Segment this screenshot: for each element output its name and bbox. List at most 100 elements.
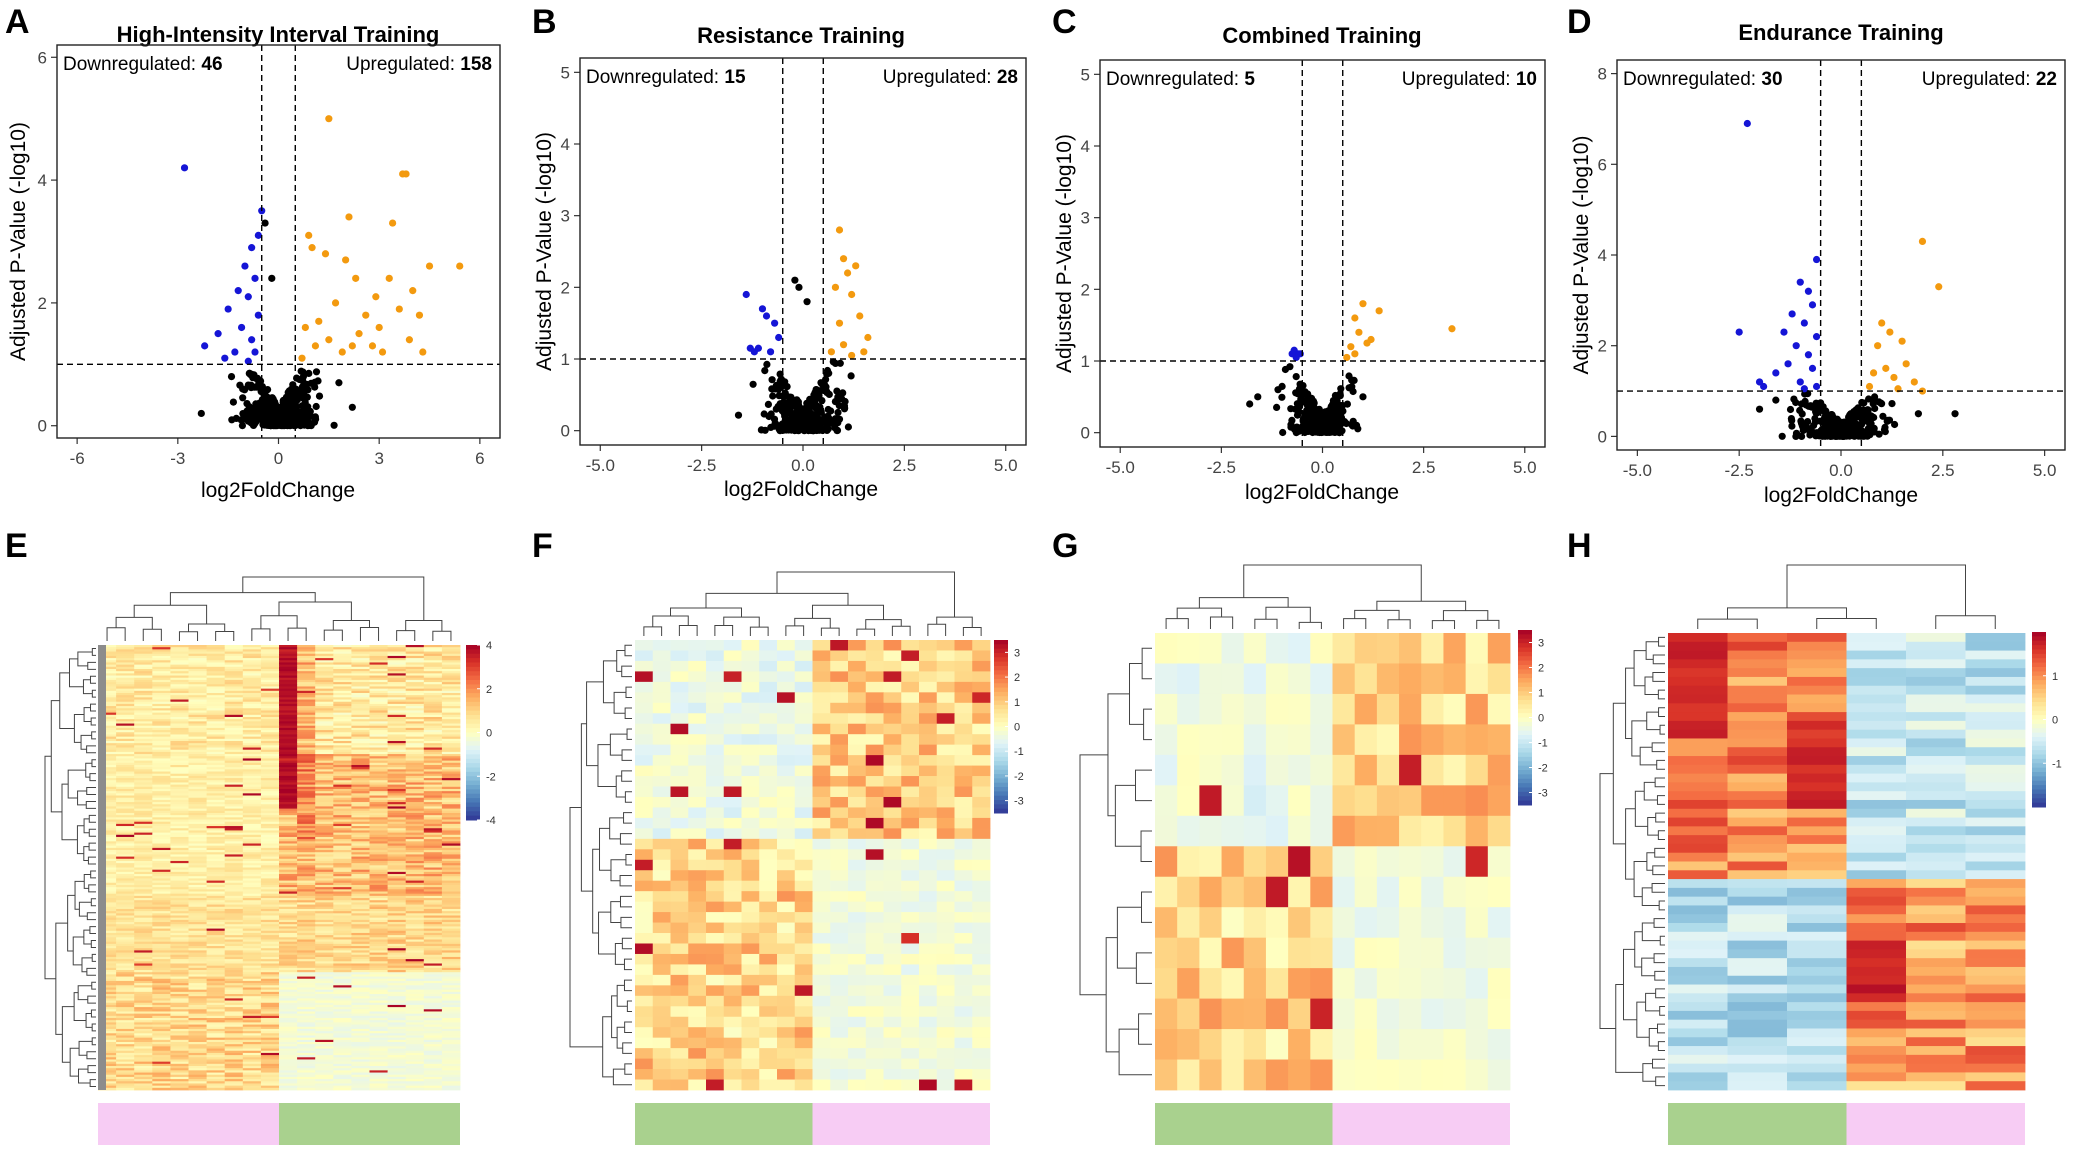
ns-point (787, 420, 796, 428)
downregulated-label: Downregulated: (1106, 69, 1244, 90)
ns-point (1772, 396, 1780, 404)
y-tick-label: 0 (38, 417, 47, 436)
upregulated-point (1359, 300, 1367, 308)
ns-point (827, 407, 835, 415)
ns-point (811, 398, 819, 406)
upregulated-point (839, 341, 848, 349)
ns-point (286, 416, 294, 424)
ns-point (774, 402, 782, 411)
ns-point (1273, 403, 1281, 411)
ns-point (1778, 432, 1786, 440)
downregulated-point (766, 348, 775, 356)
y-tick-label: 0 (1598, 427, 1607, 446)
upregulated-point (1375, 307, 1383, 315)
x-tick-label: 0 (274, 449, 283, 468)
ns-point (279, 396, 287, 404)
upregulated-point (305, 231, 313, 239)
y-tick-label: 4 (1081, 137, 1090, 156)
heatmap-hiit: 420-2-4 (44, 576, 496, 1145)
upregulated-point (338, 348, 346, 356)
ns-point (757, 426, 766, 434)
upregulated-count: 10 (1516, 69, 1537, 90)
upregulated-point (864, 333, 872, 342)
upregulated-point (368, 342, 377, 350)
ns-point (1803, 425, 1811, 433)
downregulated-point (1808, 364, 1817, 372)
x-tick-label: -5.0 (1106, 458, 1135, 477)
ns-point (1321, 423, 1329, 432)
panel-letter-c: C (1052, 3, 1077, 41)
ns-point (244, 381, 252, 389)
ns-point (252, 418, 260, 426)
ns-point (831, 359, 840, 367)
ns-point (1951, 410, 1959, 418)
ns-point (768, 385, 776, 393)
ns-point (1808, 403, 1816, 411)
ns-point (259, 420, 267, 428)
downregulated-annotation: Downregulated: 30 (1623, 69, 1783, 90)
upregulated-point (375, 323, 383, 332)
ns-point (1309, 404, 1318, 412)
upregulated-point (352, 274, 360, 282)
ns-point (312, 368, 321, 376)
x-tick-label: 0.0 (791, 456, 815, 475)
ns-point (236, 381, 244, 389)
x-tick-label: 2.5 (1931, 461, 1955, 480)
upregulated-point (1882, 364, 1890, 372)
ns-point (335, 379, 343, 387)
upregulated-annotation: Upregulated: 10 (1402, 69, 1537, 90)
ns-point (1274, 386, 1282, 394)
upregulated-point (372, 293, 380, 301)
panel-letter-e: E (5, 527, 28, 565)
ns-point (1811, 418, 1820, 426)
ns-point (297, 367, 305, 375)
upregulated-count: 158 (460, 54, 492, 75)
ns-point (1338, 415, 1346, 423)
ns-point (1847, 410, 1855, 418)
x-tick-label: 5.0 (994, 456, 1018, 475)
upregulated-point (844, 269, 852, 277)
downregulated-point (1772, 369, 1780, 377)
downregulated-point (750, 348, 758, 356)
ns-point (238, 422, 246, 430)
ns-point (262, 399, 271, 407)
ns-point (791, 409, 799, 417)
downregulated-annotation: Downregulated: 15 (586, 67, 746, 88)
downregulated-point (1812, 382, 1821, 391)
ns-point (1792, 398, 1800, 407)
ns-point (348, 403, 356, 411)
downregulated-point (180, 164, 189, 172)
downregulated-point (775, 333, 783, 342)
upregulated-point (835, 226, 844, 234)
ns-point (311, 378, 319, 386)
y-tick-label: 5 (1081, 65, 1090, 84)
downregulated-point (762, 312, 771, 320)
upregulated-point (395, 305, 403, 313)
ns-point (1279, 428, 1287, 437)
downregulated-count: 30 (1761, 69, 1782, 90)
ns-point (197, 409, 205, 418)
ns-point (272, 405, 281, 413)
upregulated-point (1363, 339, 1371, 347)
ns-point (1859, 406, 1867, 414)
upregulated-point (419, 348, 427, 356)
ns-point (271, 398, 279, 406)
upregulated-annotation: Upregulated: 28 (883, 67, 1018, 88)
ns-point (1348, 383, 1356, 391)
y-axis-label: Adjusted P-Value (-log10) (1053, 134, 1076, 373)
upregulated-point (331, 299, 340, 307)
ns-point (814, 417, 822, 425)
upregulated-point (342, 256, 350, 264)
ns-point (765, 412, 773, 421)
downregulated-point (1812, 333, 1821, 341)
ns-point (268, 274, 276, 282)
ns-point (847, 372, 855, 380)
ns-point (776, 424, 784, 432)
downregulated-count: 15 (724, 67, 746, 88)
upregulated-point (325, 115, 333, 123)
y-tick-label: 5 (561, 63, 570, 82)
ns-point (1325, 428, 1333, 436)
upregulated-point (415, 311, 424, 319)
ns-point (330, 421, 338, 429)
ns-point (1287, 423, 1295, 431)
